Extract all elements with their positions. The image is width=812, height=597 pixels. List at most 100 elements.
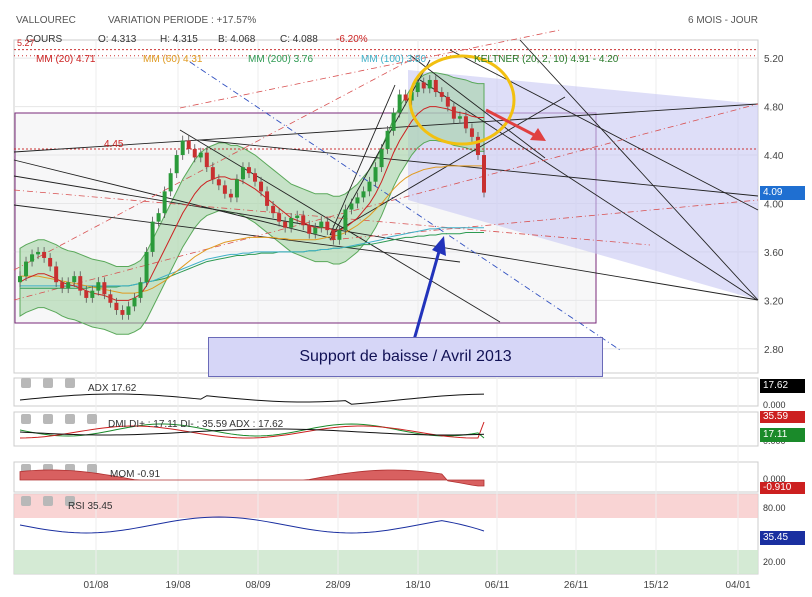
dmi-minus-line — [19, 421, 485, 439]
candle — [295, 215, 300, 219]
blue-trend-line — [189, 61, 621, 351]
adx-line — [19, 393, 485, 405]
symbol-title: VALLOUREC — [16, 15, 76, 26]
candle — [451, 106, 456, 119]
mom-tag: -0.910 — [760, 482, 805, 494]
candle — [421, 82, 426, 89]
trend-line — [199, 139, 759, 197]
red-arrow — [485, 108, 541, 140]
candle — [96, 282, 101, 291]
candle — [138, 282, 143, 298]
rsi-overbought-zone — [14, 494, 758, 518]
x-tick-label: 26/11 — [564, 580, 589, 591]
candle — [210, 167, 215, 180]
y-tick-label: 4.00 — [764, 199, 784, 210]
x-tick-label: 04/01 — [725, 580, 750, 591]
adx-zero: 0.000 — [763, 400, 786, 410]
last-price-tag: 4.09 — [760, 186, 805, 200]
candle — [198, 152, 203, 158]
rsi-tag: 35.45 — [760, 531, 805, 545]
trend-line — [409, 54, 546, 159]
candle — [30, 254, 35, 262]
candle — [174, 155, 179, 174]
rsi-level-top: 80.00 — [763, 503, 786, 513]
mom-zero: 0.000 — [763, 474, 786, 484]
adx-label: ADX 17.62 — [88, 383, 137, 394]
candle — [132, 297, 137, 307]
candle — [216, 179, 221, 186]
panel-tool-icon — [43, 496, 53, 506]
y-tick-label: 2.80 — [764, 345, 784, 356]
panel-tool-icon — [65, 414, 75, 424]
dmi-plus-line — [19, 423, 485, 439]
trend-line — [519, 39, 759, 301]
mom-area — [19, 469, 485, 487]
candle — [144, 251, 149, 283]
candle — [379, 148, 384, 168]
candle — [439, 92, 444, 97]
candle — [204, 152, 209, 168]
candle — [271, 205, 276, 214]
period-text: 6 MOIS - JOUR — [688, 15, 759, 26]
rsi-level-bottom: 20.00 — [763, 557, 786, 567]
support-annotation: Support de baisse / Avril 2013 — [208, 337, 603, 377]
legend-keltner: KELTNER (20, 2, 10) 4.91 - 4.20 — [474, 54, 619, 65]
candle — [331, 230, 336, 240]
candle — [343, 209, 348, 231]
candle — [150, 221, 155, 252]
candle — [385, 130, 390, 149]
candle — [42, 251, 47, 258]
blue-arrow-head — [432, 236, 446, 256]
x-tick-label: 06/11 — [485, 580, 510, 591]
panel-tool-icon — [43, 414, 53, 424]
trend-line — [13, 159, 331, 239]
panel-tool-icon — [87, 414, 97, 424]
blue-arrow — [412, 247, 442, 341]
rsi-oversold-zone — [14, 550, 758, 574]
legend-ma100: MM (100) 3.80 — [361, 54, 427, 65]
candle — [48, 257, 53, 267]
mom-label: MOM -0.91 — [110, 469, 161, 480]
candle — [409, 92, 414, 101]
panel-tool-icon — [87, 464, 97, 474]
level-527-label: 5.27 — [17, 38, 35, 48]
candle — [319, 221, 324, 228]
close-value: C: 4.088 — [280, 34, 318, 45]
legend-ma200: MM (200) 3.76 — [248, 54, 314, 65]
dmi-tag-bottom: 17.11 — [760, 428, 805, 442]
candle — [482, 155, 486, 193]
trend-line — [13, 103, 759, 153]
candle — [54, 266, 59, 283]
open-value: O: 4.313 — [98, 34, 137, 45]
candle — [373, 167, 378, 182]
candle — [367, 181, 372, 192]
candle — [108, 294, 113, 303]
candle — [469, 128, 474, 137]
candle — [463, 116, 468, 129]
x-tick-label: 01/08 — [83, 580, 108, 591]
legend-ma20: MM (20) 4.71 — [36, 54, 96, 65]
candle — [349, 203, 354, 210]
x-tick-label: 18/10 — [405, 580, 430, 591]
candle — [84, 290, 89, 298]
rsi-line — [19, 516, 485, 534]
candle — [222, 185, 227, 194]
panel-tool-icon — [21, 414, 31, 424]
change-value: -6.20% — [336, 34, 368, 45]
ma20-line — [19, 106, 484, 301]
candle — [66, 282, 71, 289]
candle — [445, 96, 450, 107]
panel-tool-icon — [65, 378, 75, 388]
candle — [228, 193, 233, 198]
highlight-circle — [408, 54, 516, 146]
candle — [307, 225, 312, 234]
candle — [78, 276, 83, 291]
candle — [102, 282, 107, 295]
candle — [168, 173, 173, 192]
candle — [433, 79, 438, 93]
candle — [427, 79, 432, 89]
candle — [186, 140, 191, 149]
y-tick-label: 3.60 — [764, 248, 784, 259]
